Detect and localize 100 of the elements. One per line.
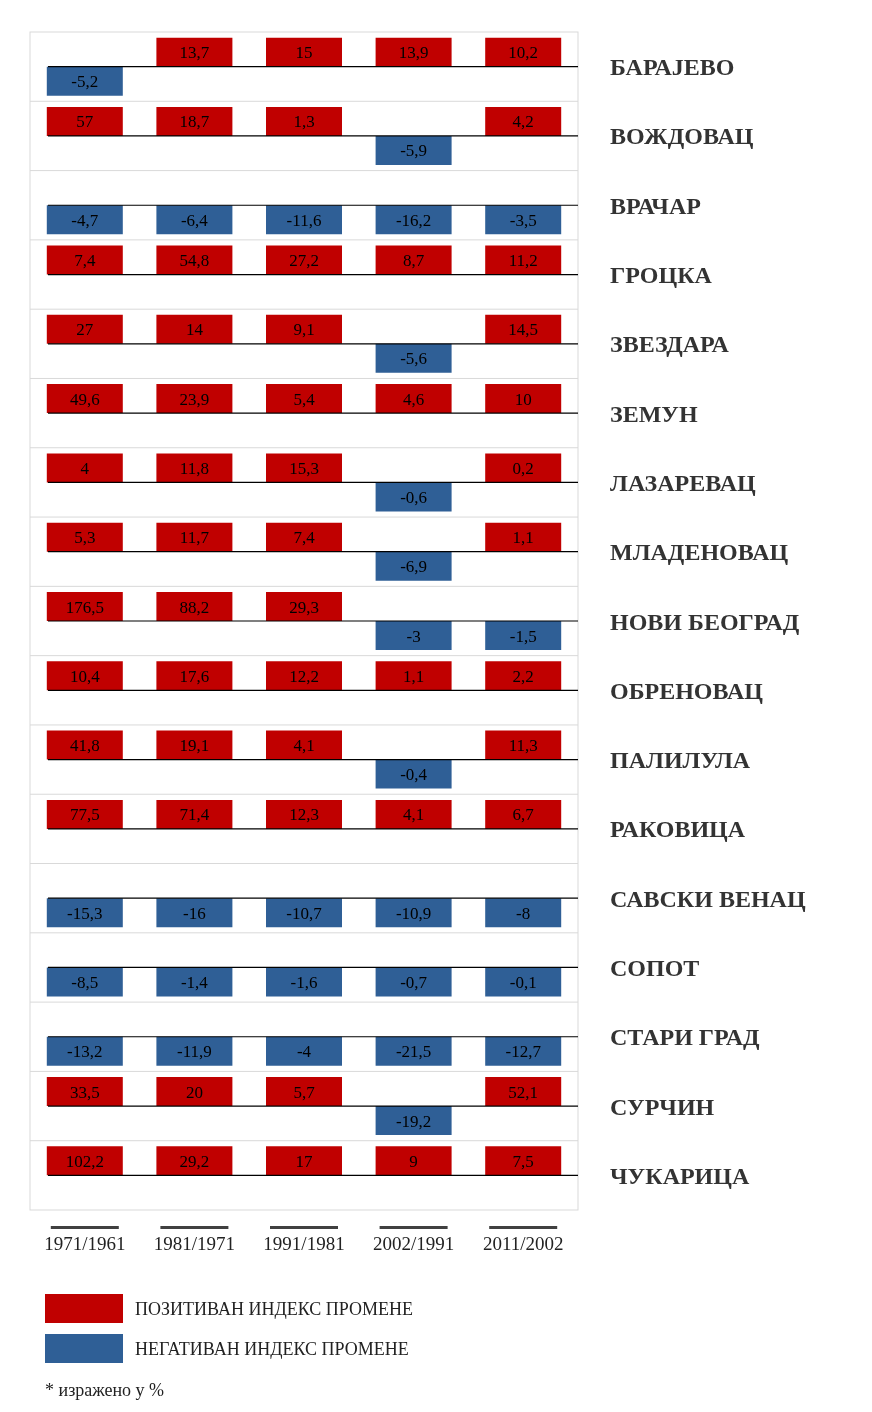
data-label: -8 [516,903,531,923]
data-label: 4,6 [402,389,425,409]
data-label: -11,9 [177,1042,212,1062]
data-label: 176,5 [65,597,104,617]
data-label: -1,4 [180,973,209,993]
data-label: 17 [295,1151,313,1171]
data-label: -0,4 [400,765,428,785]
data-label: 20 [185,1082,203,1102]
text: * изражено у % [45,1380,165,1401]
y-tick-label: ВРАЧАР [610,192,701,219]
data-label: -0,7 [400,973,428,993]
data-label: 15 [295,43,313,63]
y-tick-label: МЛАДЕНОВАЦ [610,539,789,566]
data-label: -0,6 [400,487,428,507]
data-label: 5,4 [293,389,316,409]
data-label: 7,4 [293,528,316,548]
data-label: 0,2 [512,458,534,478]
data-label: 9 [409,1151,418,1171]
data-label: 11,8 [179,458,209,478]
data-label: 12,3 [289,805,319,825]
data-label: 33,5 [69,1082,100,1102]
data-label: 29,2 [179,1151,210,1171]
data-label: 7,4 [74,251,96,271]
text: ПОЗИТИВАН ИНДЕКС ПРОМЕНЕ [135,1299,413,1320]
y-tick-label: СТАРИ ГРАД [610,1024,760,1051]
data-label: -19,2 [395,1111,432,1131]
data-label: 57 [76,112,94,132]
y-tick-label: БАРАЈЕВО [610,54,735,81]
data-label: 7,5 [512,1151,534,1171]
data-label: 10,2 [508,43,539,63]
data-label: 11,2 [508,251,538,271]
data-label: -0,1 [509,973,537,993]
data-label: 14,5 [508,320,539,340]
data-label: -6,4 [180,210,209,230]
data-label: 27,2 [289,251,319,271]
y-tick-label: ЧУКАРИЦА [610,1162,750,1189]
text: НЕГАТИВАН ИНДЕКС ПРОМЕНЕ [135,1339,409,1360]
y-tick-label: НОВИ БЕОГРАД [610,608,800,635]
data-label: 10 [514,389,532,409]
y-tick-label: ГРОЦКА [610,262,713,289]
y-tick-label: ОБРЕНОВАЦ [610,677,764,704]
x-tick-label: 2011/2002 [482,1232,564,1254]
data-label: 49,6 [69,389,100,409]
data-label: 13,7 [179,43,210,63]
x-tick-label: 1981/1971 [153,1232,236,1254]
data-label: 23,9 [179,389,210,409]
data-label: -21,5 [395,1042,432,1062]
data-label: 41,8 [69,736,100,756]
data-label: -8,5 [71,973,99,993]
data-label: 9,1 [293,320,315,340]
data-label: -3,5 [509,210,537,230]
data-label: 54,8 [179,251,210,271]
x-tick-label: 1991/1981 [263,1232,345,1254]
data-label: -5,6 [400,349,428,369]
data-label: 19,1 [179,736,210,756]
data-label: -13,2 [67,1042,103,1062]
data-label: 6,7 [512,805,535,825]
x-tick-label: 1971/1961 [44,1232,126,1254]
data-label: 4,1 [402,805,425,825]
data-label: -12,7 [505,1042,542,1062]
data-label: -5,9 [400,141,428,161]
data-label: 29,3 [289,597,319,617]
y-tick-label: СОПОТ [610,954,700,981]
data-label: 13,9 [398,43,429,63]
data-label: 4,1 [293,736,315,756]
y-tick-label: СУРЧИН [610,1093,715,1120]
data-label: 14 [185,320,204,340]
data-label: 15,3 [289,458,319,478]
y-tick-label: ЛАЗАРЕВАЦ [610,469,757,496]
data-label: -3 [406,626,421,646]
y-tick-label: ЗЕМУН [610,400,698,427]
data-label: -4 [296,1042,312,1062]
data-label: -10,7 [286,903,323,923]
data-label: 18,7 [179,112,210,132]
data-label: 2,2 [512,666,534,686]
data-label: 4,2 [512,112,534,132]
data-label: -4,7 [71,210,99,230]
data-label: -1,5 [509,626,537,646]
data-label: 8,7 [402,251,425,271]
data-label: -1,6 [290,973,318,993]
data-label: -5,2 [71,72,99,92]
data-label: 52,1 [508,1082,539,1102]
data-label: 5,3 [74,528,96,548]
data-label: 27 [76,320,94,340]
data-label: -15,3 [67,903,103,923]
data-label: 77,5 [69,805,100,825]
y-tick-label: САВСКИ ВЕНАЦ [610,885,806,912]
data-label: 11,3 [508,736,538,756]
data-label: 1,3 [293,112,315,132]
data-label: -11,6 [286,210,322,230]
y-tick-label: РАКОВИЦА [610,816,746,843]
data-label: 11,7 [179,528,210,548]
y-tick-label: ЗВЕЗДАРА [610,331,730,358]
data-label: 4 [80,458,90,478]
y-tick-label: ВОЖДОВАЦ [610,123,754,150]
data-label: 88,2 [179,597,210,617]
data-label: 1,1 [402,666,425,686]
data-label: 1,1 [512,528,534,548]
y-tick-label: ПАЛИЛУЛА [610,747,751,774]
x-tick-label: 2002/1991 [372,1232,455,1254]
